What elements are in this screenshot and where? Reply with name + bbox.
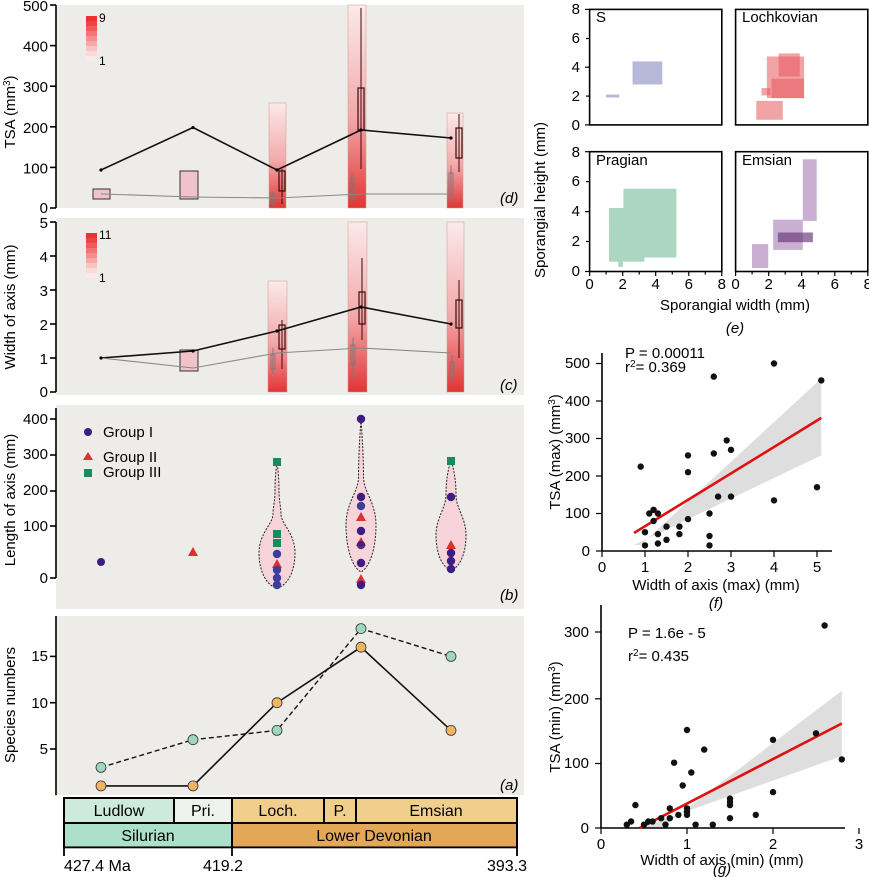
svg-text:1: 1: [683, 836, 691, 853]
svg-text:100: 100: [564, 755, 589, 772]
svg-text:r2= 0.435: r2= 0.435: [628, 648, 689, 665]
svg-text:200: 200: [564, 691, 589, 708]
svg-text:P = 1.6e - 5: P = 1.6e - 5: [628, 625, 706, 642]
svg-text:0: 0: [581, 820, 589, 837]
svg-text:2: 2: [769, 836, 777, 853]
svg-text:(g): (g): [713, 861, 731, 877]
svg-text:TSA (min) (mm3): TSA (min) (mm3): [547, 661, 564, 772]
svg-text:3: 3: [855, 836, 863, 853]
svg-text:0: 0: [597, 836, 605, 853]
svg-text:300: 300: [564, 624, 589, 641]
